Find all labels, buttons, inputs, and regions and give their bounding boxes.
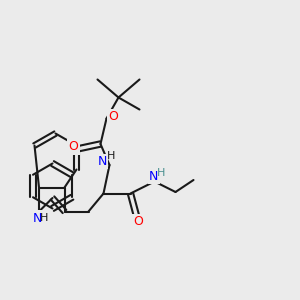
Text: O: O bbox=[133, 215, 143, 228]
Text: N: N bbox=[149, 169, 158, 183]
Text: O: O bbox=[69, 140, 78, 154]
Text: H: H bbox=[107, 151, 115, 161]
Text: N: N bbox=[33, 212, 42, 225]
Text: N: N bbox=[97, 155, 107, 168]
Text: H: H bbox=[40, 213, 49, 223]
Text: H: H bbox=[157, 168, 165, 178]
Text: O: O bbox=[108, 110, 118, 124]
